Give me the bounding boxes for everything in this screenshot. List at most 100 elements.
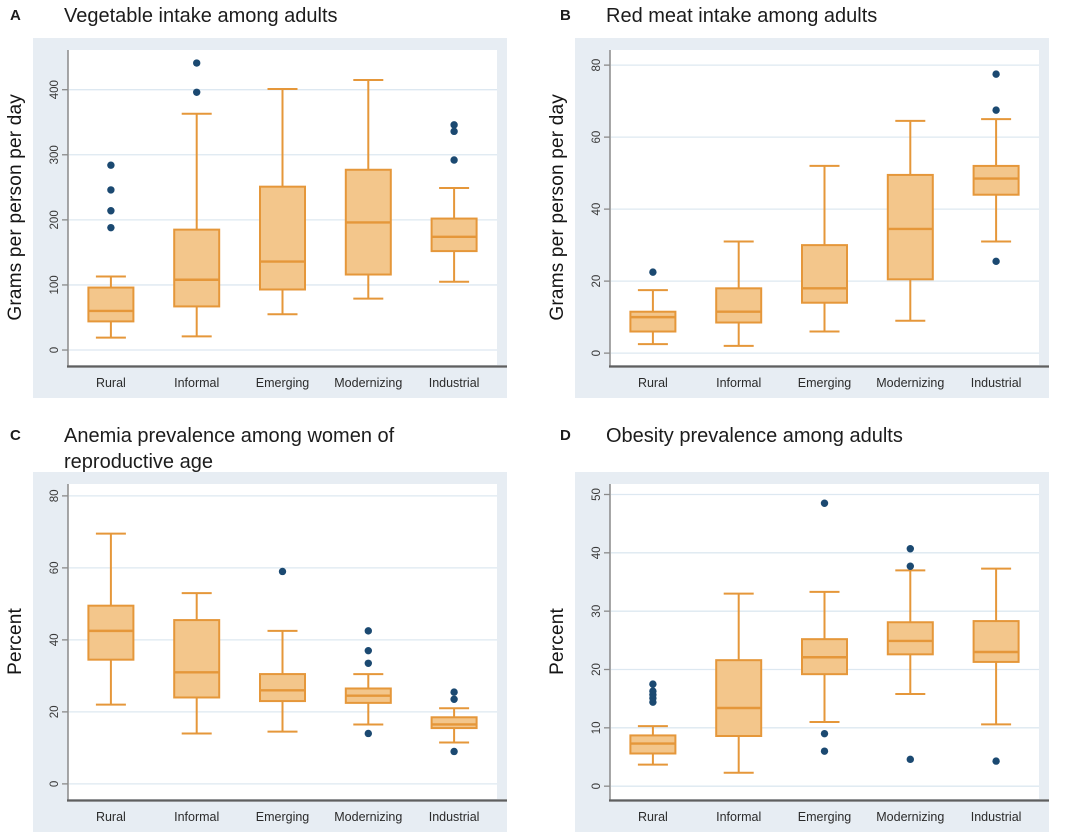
y-tick-label: 0 bbox=[49, 347, 61, 353]
y-tick-label: 20 bbox=[591, 275, 603, 288]
y-tick-label: 30 bbox=[591, 605, 603, 618]
box-group-informal bbox=[715, 592, 763, 774]
y-tick-label: 80 bbox=[591, 59, 603, 72]
iqr-box bbox=[972, 164, 1020, 196]
box-group-emerging bbox=[259, 88, 306, 316]
iqr-box bbox=[87, 286, 135, 323]
outlier-dot bbox=[450, 121, 458, 129]
outlier-dot bbox=[364, 627, 372, 635]
category-label: Emerging bbox=[798, 810, 852, 824]
outlier-dot bbox=[992, 106, 1000, 114]
y-tick-label: 50 bbox=[591, 488, 603, 501]
outlier-dot bbox=[820, 729, 829, 738]
iqr-box bbox=[801, 244, 848, 304]
category-label: Modernizing bbox=[876, 376, 944, 390]
outlier-dot bbox=[992, 70, 1000, 78]
y-tick-label: 0 bbox=[49, 781, 61, 787]
y-tick-label: 0 bbox=[591, 350, 603, 356]
outlier-dot bbox=[364, 646, 372, 655]
y-tick-label: 300 bbox=[49, 145, 61, 164]
y-tick-label: 20 bbox=[591, 663, 603, 676]
y-tick-label: 200 bbox=[49, 210, 61, 229]
plot-panel-d: 0 10 20 30 40 50 Rural Informal Emerging Moderniz… bbox=[575, 472, 1049, 832]
box-group-modernizing bbox=[886, 545, 934, 764]
panel-letter-b: B bbox=[560, 7, 571, 24]
category-label: Informal bbox=[174, 810, 219, 824]
y-tick-label: 400 bbox=[49, 80, 61, 99]
outlier-dot bbox=[649, 680, 657, 688]
category-label: Modernizing bbox=[334, 810, 402, 824]
category-label: Industrial bbox=[971, 376, 1022, 390]
y-tick-label: 40 bbox=[49, 633, 61, 646]
box-group-rural bbox=[87, 161, 135, 339]
iqr-box bbox=[715, 287, 763, 324]
category-label: Industrial bbox=[429, 376, 480, 390]
box-group-emerging bbox=[801, 164, 848, 333]
outlier-dot bbox=[649, 687, 657, 695]
iqr-box bbox=[629, 310, 677, 333]
iqr-box bbox=[715, 659, 763, 738]
outlier-dot bbox=[364, 659, 372, 667]
panel-b-red-meat-intake: B Red meat intake among adults Grams per… bbox=[542, 0, 1084, 420]
y-tick-label: 40 bbox=[591, 546, 603, 559]
outlier-dot bbox=[364, 729, 372, 738]
y-tick-label: 20 bbox=[49, 705, 61, 718]
outlier-dot bbox=[820, 747, 829, 755]
box-group-emerging bbox=[801, 499, 848, 755]
y-axis-label-text: Percent bbox=[547, 608, 568, 675]
y-tick-label: 100 bbox=[49, 275, 61, 294]
outlier-dot bbox=[107, 161, 115, 169]
box-group-industrial bbox=[430, 688, 478, 756]
category-label: Rural bbox=[96, 810, 126, 824]
outlier-dot bbox=[649, 268, 657, 276]
y-axis-label-text: Percent bbox=[5, 608, 26, 675]
y-axis-label-a: Grams per person per day bbox=[0, 50, 32, 365]
boxplot-chart-d: 0 10 20 30 40 50 Rural Informal Emerging Moderniz… bbox=[591, 484, 1049, 824]
plot-panel-b: 0 20 40 60 80 Rural Informal Emerging Modernizin… bbox=[575, 38, 1049, 398]
category-label: Modernizing bbox=[334, 376, 402, 390]
panel-letter-c: C bbox=[10, 427, 21, 444]
iqr-box bbox=[972, 620, 1020, 663]
panel-title-c: Anemia prevalence among women of reprodu… bbox=[64, 425, 395, 473]
plot-panel-a: 0 100 200 300 400 Rural Informal Emerging Modern… bbox=[33, 38, 507, 398]
y-tick-label: 80 bbox=[49, 489, 61, 502]
panel-d-obesity-prevalence: D Obesity prevalence among adults Percen… bbox=[542, 420, 1084, 840]
outlier-dot bbox=[450, 156, 458, 164]
iqr-box bbox=[173, 619, 221, 699]
box-group-rural bbox=[629, 268, 677, 346]
category-label: Emerging bbox=[798, 376, 852, 390]
category-label: Informal bbox=[174, 376, 219, 390]
y-axis-label-text: Grams per person per day bbox=[547, 94, 568, 321]
iqr-box bbox=[259, 185, 306, 291]
panel-a-vegetable-intake: A Vegetable intake among adults Grams pe… bbox=[0, 0, 542, 420]
box-group-rural bbox=[87, 532, 135, 706]
box-group-industrial bbox=[972, 567, 1020, 765]
y-axis-label-text: Grams per person per day bbox=[5, 94, 26, 321]
panel-title-b: Red meat intake among adults bbox=[606, 5, 878, 27]
box-group-rural bbox=[629, 680, 677, 766]
iqr-box bbox=[87, 604, 135, 661]
y-tick-label: 10 bbox=[591, 721, 603, 734]
y-tick-label: 60 bbox=[591, 131, 603, 144]
iqr-box bbox=[173, 228, 221, 308]
iqr-box bbox=[886, 173, 934, 281]
category-label: Emerging bbox=[256, 810, 310, 824]
category-label: Rural bbox=[96, 376, 126, 390]
box-group-modernizing bbox=[344, 78, 392, 300]
box-group-modernizing bbox=[344, 627, 392, 738]
category-label: Industrial bbox=[429, 810, 480, 824]
category-label: Informal bbox=[716, 810, 761, 824]
boxplot-chart-a: 0 100 200 300 400 Rural Informal Emerging Modern… bbox=[49, 50, 507, 390]
boxplot-chart-c: 0 20 40 60 80 Rural Informal Emerging Modernizin… bbox=[49, 484, 507, 824]
category-label: Rural bbox=[638, 810, 668, 824]
outlier-dot bbox=[107, 223, 115, 232]
y-axis-label-b: Grams per person per day bbox=[542, 50, 574, 365]
iqr-box bbox=[259, 673, 306, 703]
plot-panel-c: 0 20 40 60 80 Rural Informal Emerging Modernizin… bbox=[33, 472, 507, 832]
category-label: Informal bbox=[716, 376, 761, 390]
box-group-modernizing bbox=[886, 119, 934, 322]
outlier-dot bbox=[107, 207, 115, 215]
outlier-dot bbox=[107, 186, 115, 194]
category-label: Rural bbox=[638, 376, 668, 390]
